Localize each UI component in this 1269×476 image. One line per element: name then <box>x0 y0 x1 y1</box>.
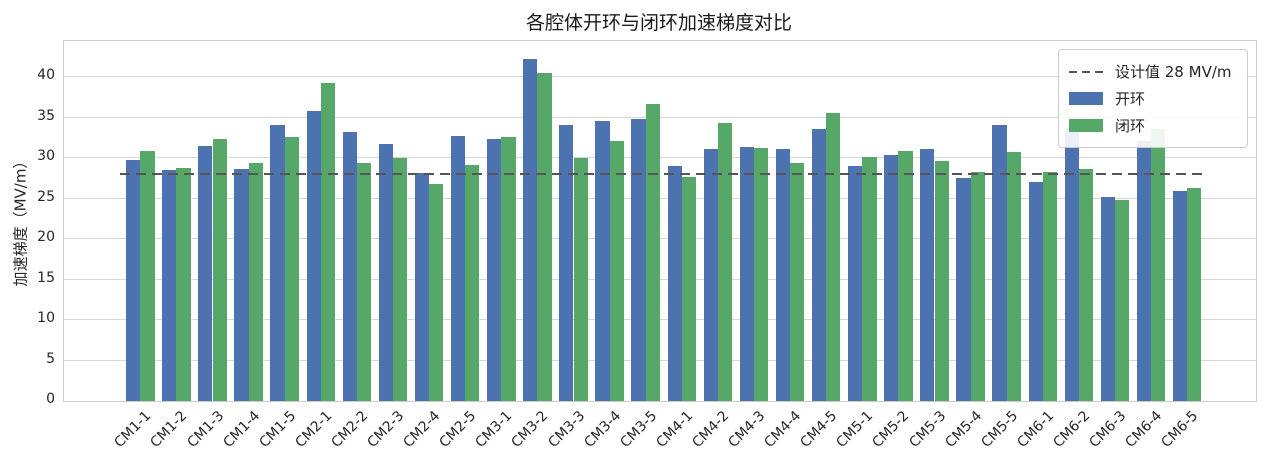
gridline-20 <box>64 238 1256 240</box>
chart-title: 各腔体开环与闭环加速梯度对比 <box>525 12 792 34</box>
bar-closed-CM3-4 <box>609 140 624 401</box>
bar-open-CM2-4 <box>414 172 430 401</box>
bar-closed-CM5-1 <box>862 156 877 401</box>
gridline-15 <box>64 278 1256 280</box>
bar-closed-CM1-2 <box>176 168 191 401</box>
bar-open-CM2-2 <box>342 131 357 401</box>
bar-closed-CM3-3 <box>573 157 588 401</box>
bar-open-CM5-4 <box>956 177 971 401</box>
bar-open-CM5-1 <box>848 166 863 401</box>
y-tick-10: 10 <box>37 310 55 327</box>
bar-open-CM6-3 <box>1100 197 1115 401</box>
bar-closed-CM4-1 <box>681 176 697 401</box>
y-tick-35: 35 <box>37 107 55 124</box>
bar-open-CM1-5 <box>270 125 285 401</box>
bar-closed-CM6-3 <box>1115 199 1130 401</box>
bar-open-CM6-5 <box>1172 190 1188 401</box>
bar-open-CM3-2 <box>523 58 538 401</box>
bar-closed-CM1-5 <box>284 137 299 401</box>
bar-open-CM1-1 <box>126 159 141 401</box>
bar-open-CM2-5 <box>450 136 466 401</box>
bar-open-CM2-3 <box>378 143 393 401</box>
bar-closed-CM6-2 <box>1078 168 1094 401</box>
bar-closed-CM4-2 <box>717 122 733 401</box>
y-tick-25: 25 <box>37 188 55 205</box>
bar-open-CM4-3 <box>739 146 754 401</box>
bar-closed-CM5-5 <box>1006 151 1021 401</box>
y-tick-30: 30 <box>37 148 55 165</box>
open-loop-swatch <box>1069 92 1103 105</box>
bar-closed-CM2-3 <box>393 157 408 401</box>
bar-open-CM5-5 <box>992 125 1007 401</box>
bar-closed-CM5-4 <box>970 172 985 401</box>
y-tick-40: 40 <box>37 67 55 84</box>
bar-open-CM5-2 <box>884 155 899 401</box>
bar-open-CM3-4 <box>595 121 610 401</box>
bar-closed-CM2-4 <box>429 184 444 401</box>
bar-closed-CM3-1 <box>501 137 516 401</box>
legend-label-design: 设计值 28 MV/m <box>1115 63 1232 81</box>
design-line-swatch <box>1069 70 1103 73</box>
bar-closed-CM2-1 <box>320 83 336 401</box>
design-value-line <box>120 173 1206 176</box>
y-tick-15: 15 <box>37 269 55 286</box>
bar-open-CM4-2 <box>703 149 718 401</box>
y-tick-0: 0 <box>46 391 55 407</box>
bar-open-CM3-1 <box>487 138 502 401</box>
bar-closed-CM4-5 <box>826 113 841 401</box>
bar-closed-CM6-1 <box>1042 172 1058 401</box>
legend-label-closed-loop: 闭环 <box>1115 117 1146 135</box>
bar-closed-CM6-5 <box>1187 188 1202 401</box>
closed-loop-swatch <box>1069 119 1103 132</box>
bar-closed-CM1-4 <box>248 163 263 401</box>
bar-open-CM1-2 <box>162 169 177 401</box>
bar-closed-CM3-5 <box>645 104 660 401</box>
bar-closed-CM1-3 <box>212 138 227 401</box>
bar-open-CM3-3 <box>559 125 574 401</box>
gridline-30 <box>64 157 1256 159</box>
gridline-40 <box>64 76 1256 78</box>
bar-open-CM6-4 <box>1136 140 1152 401</box>
bar-open-CM1-4 <box>234 168 249 401</box>
bar-closed-CM6-4 <box>1151 129 1166 401</box>
bar-closed-CM1-1 <box>140 151 155 401</box>
bar-open-CM6-2 <box>1064 129 1079 401</box>
gridline-5 <box>64 359 1256 361</box>
y-axis-label: 加速梯度（MV/m） <box>11 153 30 287</box>
legend-row-closed-loop: 闭环 <box>1069 112 1237 139</box>
bar-open-CM4-1 <box>667 165 682 401</box>
plot-area: 设计值 28 MV/m 开环 闭环 <box>63 40 1257 402</box>
legend-label-open-loop: 开环 <box>1115 90 1146 108</box>
bar-open-CM4-5 <box>811 129 827 401</box>
bar-closed-CM5-3 <box>934 160 949 401</box>
bar-closed-CM2-5 <box>465 164 480 401</box>
bar-closed-CM4-3 <box>754 147 769 401</box>
gridline-10 <box>64 319 1256 321</box>
bar-closed-CM4-4 <box>790 163 805 401</box>
gridline-35 <box>64 116 1256 118</box>
y-tick-5: 5 <box>46 350 55 367</box>
bar-closed-CM5-2 <box>898 151 913 401</box>
bar-closed-CM2-2 <box>356 163 372 401</box>
bar-open-CM6-1 <box>1028 181 1043 401</box>
legend-row-design: 设计值 28 MV/m <box>1069 58 1237 85</box>
bar-open-CM3-5 <box>631 119 646 401</box>
legend-row-open-loop: 开环 <box>1069 85 1237 112</box>
bar-open-CM2-1 <box>306 110 321 401</box>
gridline-25 <box>64 197 1256 199</box>
y-tick-20: 20 <box>37 229 55 246</box>
bar-open-CM4-4 <box>775 148 791 401</box>
bar-open-CM1-3 <box>198 146 213 401</box>
legend: 设计值 28 MV/m 开环 闭环 <box>1058 49 1248 148</box>
bar-closed-CM3-2 <box>537 72 552 401</box>
bar-open-CM5-3 <box>920 148 935 401</box>
